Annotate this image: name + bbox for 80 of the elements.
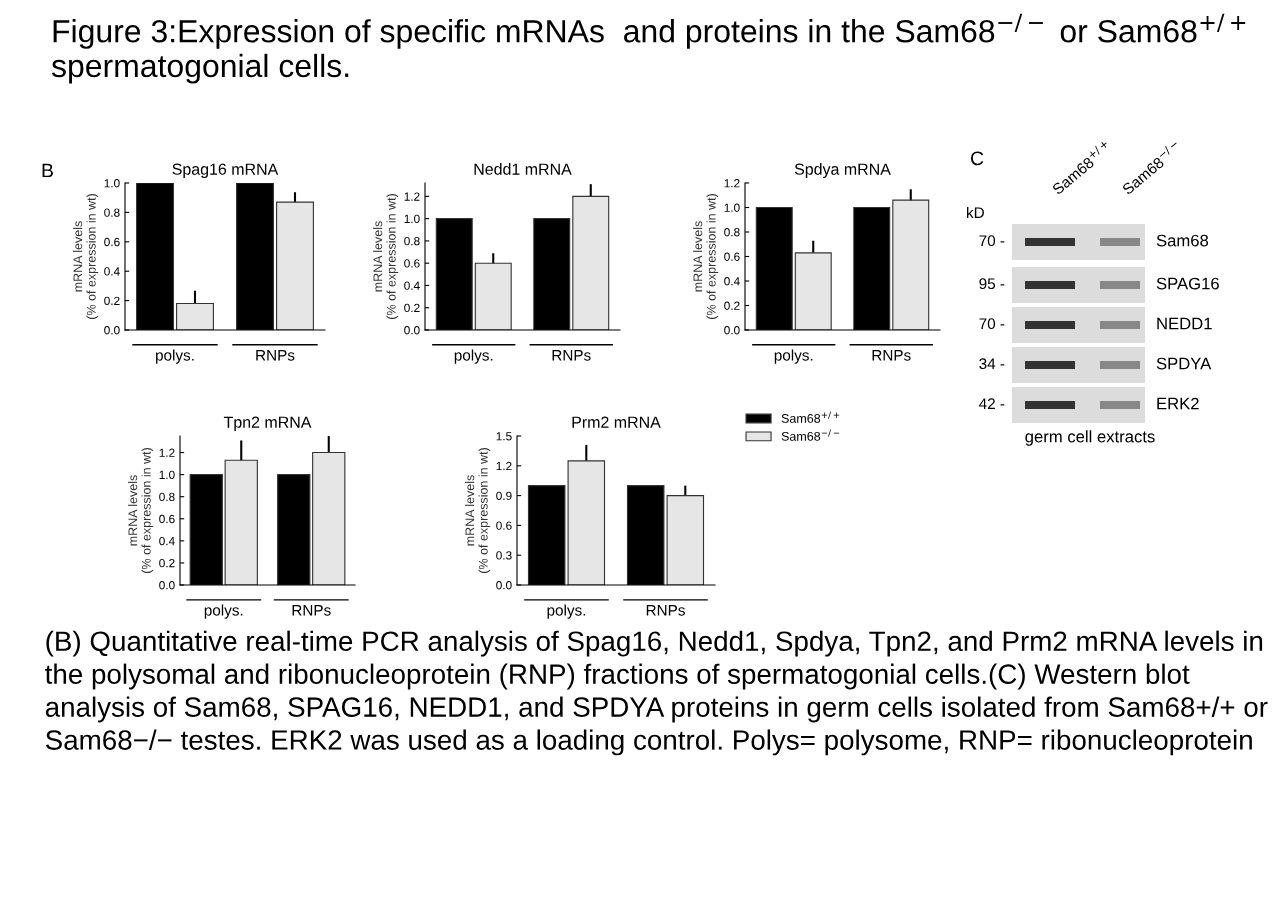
bar: [572, 195, 610, 330]
y-axis-title: mRNA levels (% of expression in wt): [128, 448, 154, 573]
text: 0.0: [724, 326, 740, 335]
x-tick-label: RNPs: [646, 605, 685, 616]
x-tick-label: polys.: [454, 349, 493, 364]
text: 1.0: [104, 179, 120, 188]
y-tick-label: 0.2: [404, 303, 420, 313]
text: B: [42, 163, 53, 178]
text: (B) Quantitative real-time PCR analysis of Spag16, Nedd1, Spdya, Tpn2, and Prm2 mRNA levels in the polysomal and ribonucleoprotein (RNP) fractions of spermatogonial cells.(C) Western blot analysis of Sam68, SPAG16, NEDD1, and SPDYA proteins in germ cells isolated from Sam68+/+ or Sam68−/− testes. ERK2 was used as a loading control. Polys= polysome, RNP= ribonucleoprotein: [45, 630, 1268, 756]
y-tick-label: 1.5: [496, 432, 512, 441]
y-tick-label: 0.2: [159, 558, 175, 568]
y-tick-label: 0.3: [496, 551, 512, 560]
text: SPAG16: [1156, 277, 1219, 290]
y-tick-label: 0.2: [724, 301, 740, 310]
text: NEDD1: [1157, 317, 1212, 330]
bar: [474, 262, 512, 330]
bar: [176, 302, 214, 330]
text: 42 -: [979, 398, 1005, 409]
text: 70 -: [979, 318, 1005, 330]
x-tick-label: RNPs: [872, 350, 911, 361]
y-tick-label: 0.8: [159, 492, 175, 502]
y-tick-label: 0.8: [104, 208, 120, 217]
chart-title: Spag16 mRNA: [172, 163, 279, 178]
bar: [892, 199, 930, 330]
y-tick-label: 0.2: [104, 296, 120, 305]
text: 95 -: [979, 278, 1005, 290]
y-tick-label: 0.6: [159, 514, 175, 524]
x-tick-label: RNPs: [256, 350, 295, 361]
y-tick-label: 0.6: [404, 259, 420, 268]
category-label: Sam68$^{+/+}$: [1049, 139, 1113, 196]
y-tick-label: 1.2: [404, 192, 420, 201]
text: SPDYA: [1156, 357, 1212, 370]
y-tick-label: 0.8: [724, 228, 740, 237]
y-tick-label: 0.8: [404, 236, 420, 246]
text: Sam68: [1156, 234, 1209, 247]
y-tick-label: 0.6: [496, 521, 512, 530]
y-tick-label: 0.6: [724, 252, 740, 261]
y-tick-label: 1.2: [724, 179, 740, 188]
x-tick-label: RNPs: [292, 605, 331, 616]
bar: [224, 459, 258, 585]
chart-title: Spdya mRNA: [794, 163, 891, 178]
y-tick-label: 0.4: [404, 281, 420, 290]
text: 0.0: [404, 326, 420, 335]
text: 1.0: [159, 470, 175, 480]
y-tick-label: 0.9: [496, 491, 512, 500]
x-tick-label: RNPs: [552, 350, 591, 361]
category-label: Sam68$^{−/−}$: [1119, 139, 1183, 196]
text: 0.0: [496, 581, 512, 590]
text: germ cell extracts: [1025, 430, 1155, 446]
y-tick-label: 0.6: [104, 237, 120, 247]
y-tick-label: 1.2: [496, 461, 512, 471]
x-tick-label: polys.: [774, 349, 813, 364]
y-axis-title: mRNA levels (% of expression in wt): [73, 194, 99, 319]
bar: [276, 201, 314, 330]
text: 1.0: [404, 214, 420, 224]
text: 70 -: [979, 235, 1005, 247]
y-tick-label: 0.4: [104, 267, 120, 276]
text: C: [970, 151, 984, 166]
y-tick-label: 0.4: [724, 277, 740, 286]
legend-label: Sam68$^{+/+}$: [781, 411, 840, 423]
text: 34 -: [979, 358, 1005, 370]
chart-title: Prm2 mRNA: [572, 416, 661, 428]
chart-title: Tpn2 mRNA: [223, 416, 312, 431]
text: 0.0: [159, 581, 175, 590]
text: 0.0: [104, 326, 120, 335]
text: ERK2: [1157, 397, 1199, 410]
chart-title: Nedd1 mRNA: [474, 163, 572, 175]
y-axis-title: mRNA levels (% of expression in wt): [693, 194, 719, 319]
bar: [794, 252, 832, 330]
text: 1.0: [724, 203, 740, 212]
x-tick-label: polys.: [547, 604, 586, 619]
y-tick-label: 1.2: [159, 448, 175, 457]
legend-label: Sam68$^{−/−}$: [781, 429, 840, 441]
text: kD: [967, 206, 984, 218]
x-tick-label: polys.: [204, 604, 243, 619]
chart-title: Figure 3:Expression of specific mRNAs and proteins in the Sam68$^{−/−}$ or Sam68$^{+/+}$ spermatogonial cells.: [51, 13, 1246, 84]
y-tick-label: 0.4: [159, 536, 175, 546]
y-axis-title: mRNA levels (% of expression in wt): [373, 194, 399, 319]
x-tick-label: polys.: [156, 349, 194, 364]
y-axis-title: mRNA levels (% of expression in wt): [465, 448, 491, 573]
